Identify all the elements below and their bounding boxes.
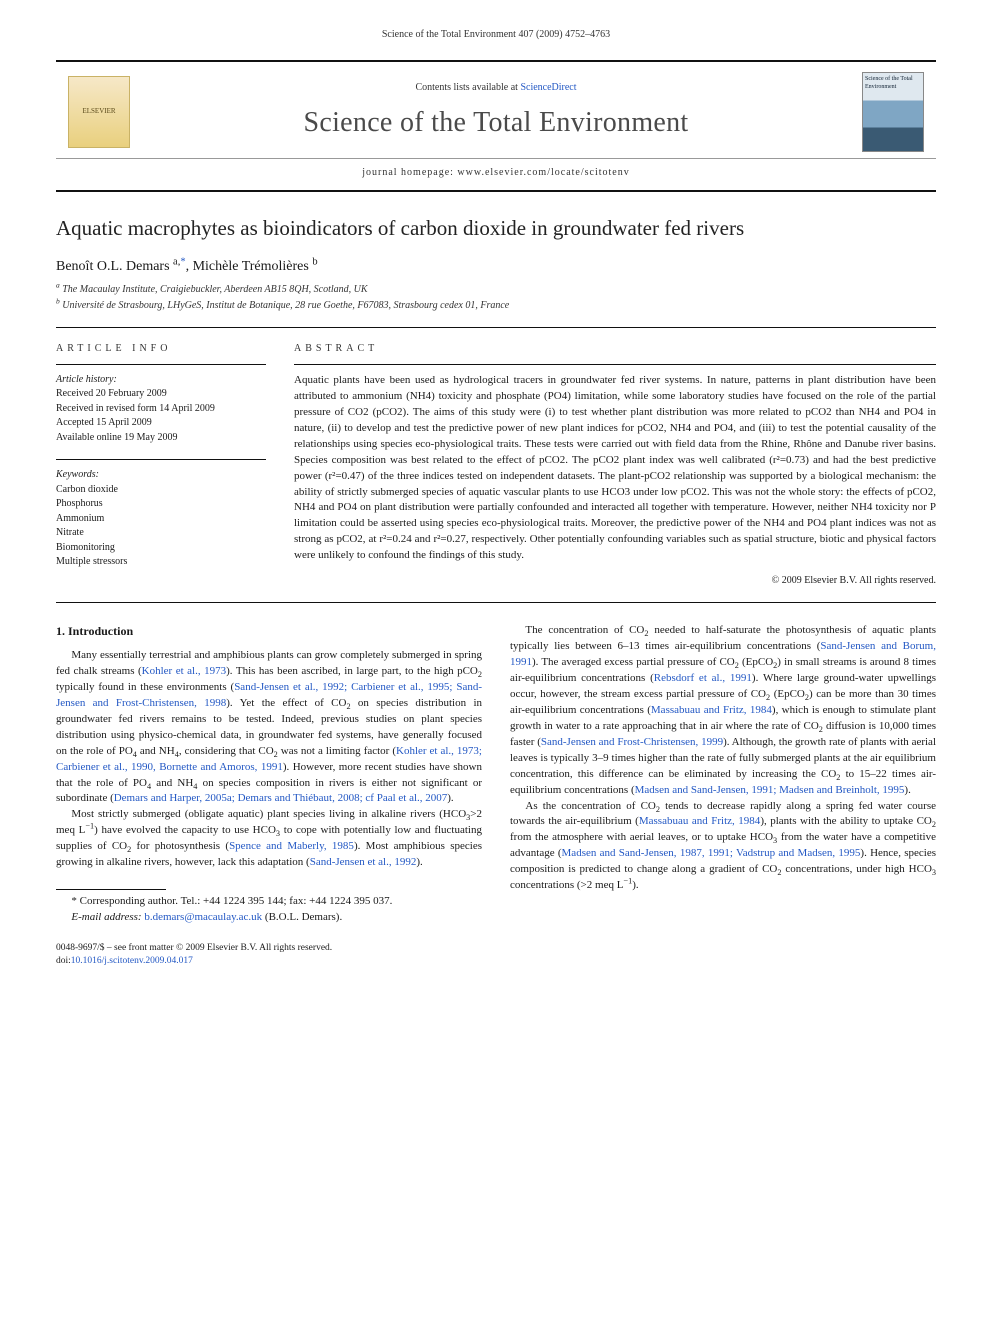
- doi-line: doi:10.1016/j.scitotenv.2009.04.017: [56, 955, 332, 968]
- ref-kohler-1973[interactable]: Kohler et al., 1973: [142, 665, 226, 677]
- history-revised: Received in revised form 14 April 2009: [56, 402, 266, 417]
- masthead-center: Contents lists available at ScienceDirec…: [142, 81, 850, 142]
- ref-spence-maberly-1985[interactable]: Spence and Maberly, 1985: [229, 840, 354, 852]
- ref-madsen-sandjensen-1991-etc[interactable]: Madsen and Sand-Jensen, 1991; Madsen and…: [635, 784, 905, 796]
- history-received: Received 20 February 2009: [56, 387, 266, 402]
- author-2-name: Michèle Trémolières: [193, 259, 309, 274]
- history-accepted: Accepted 15 April 2009: [56, 416, 266, 431]
- affil-a-text: The Macaulay Institute, Craigiebuckler, …: [62, 284, 367, 295]
- section-1-heading: 1. Introduction: [56, 623, 482, 640]
- article-info-column: article info Article history: Received 2…: [56, 342, 266, 588]
- email-label: E-mail address:: [71, 911, 144, 923]
- keyword-4: Nitrate: [56, 526, 266, 541]
- body-two-columns: 1. Introduction Many essentially terrest…: [56, 623, 936, 926]
- footnote-rule: [56, 889, 166, 890]
- corresponding-footnote: * Corresponding author. Tel.: +44 1224 3…: [56, 894, 482, 910]
- abstract-text: Aquatic plants have been used as hydrolo…: [294, 373, 936, 564]
- affiliation-a: a The Macaulay Institute, Craigiebuckler…: [56, 283, 936, 297]
- email-footnote: E-mail address: b.demars@macaulay.ac.uk …: [56, 910, 482, 926]
- email-suffix: (B.O.L. Demars).: [262, 911, 342, 923]
- abstract-heading: abstract: [294, 342, 936, 356]
- intro-para-1: Many essentially terrestrial and amphibi…: [56, 648, 482, 807]
- author-1: Benoît O.L. Demars a,*: [56, 259, 186, 274]
- elsevier-logo: ELSEVIER: [68, 76, 130, 148]
- affil-b-text: Université de Strasbourg, LHyGeS, Instit…: [62, 300, 509, 311]
- ref-sandjensen-frost-1999[interactable]: Sand-Jensen and Frost-Christensen, 1999: [541, 736, 723, 748]
- masthead: ELSEVIER Contents lists available at Sci…: [56, 60, 936, 192]
- affil-b-mark: b: [56, 297, 60, 306]
- article-info-heading: article info: [56, 342, 266, 356]
- intro-para-3: The concentration of CO2 needed to half-…: [510, 623, 936, 798]
- ref-rebsdorf-1991[interactable]: Rebsdorf et al., 1991: [654, 672, 752, 684]
- author-1-name: Benoît O.L. Demars: [56, 259, 170, 274]
- intro-para-2: Most strictly submerged (obligate aquati…: [56, 807, 482, 871]
- ref-massabuau-fritz-1984a[interactable]: Massabuau and Fritz, 1984: [651, 704, 772, 716]
- sciencedirect-link[interactable]: ScienceDirect: [520, 82, 576, 93]
- keyword-2: Phosphorus: [56, 497, 266, 512]
- article-title: Aquatic macrophytes as bioindicators of …: [56, 214, 936, 243]
- footer-left: 0048-9697/$ – see front matter © 2009 El…: [56, 942, 332, 969]
- ref-madsen-sandjensen-1987-etc[interactable]: Madsen and Sand-Jensen, 1987, 1991; Vads…: [562, 847, 861, 859]
- page-footer: 0048-9697/$ – see front matter © 2009 El…: [56, 942, 936, 969]
- abstract-copyright: © 2009 Elsevier B.V. All rights reserved…: [294, 574, 936, 588]
- author-2: Michèle Trémolières b: [193, 259, 318, 274]
- intro-para-4: As the concentration of CO2 tends to dec…: [510, 799, 936, 895]
- journal-cover-thumbnail: Science of the Total Environment: [862, 72, 924, 152]
- rule-above-abstract: [56, 327, 936, 328]
- author-list: Benoît O.L. Demars a,*, Michèle Trémoliè…: [56, 257, 936, 277]
- contents-line: Contents lists available at ScienceDirec…: [142, 81, 850, 95]
- author-email-link[interactable]: b.demars@macaulay.ac.uk: [144, 911, 262, 923]
- keywords-block: Keywords: Carbon dioxide Phosphorus Ammo…: [56, 468, 266, 570]
- history-online: Available online 19 May 2009: [56, 431, 266, 446]
- author-2-aff: b: [312, 257, 317, 268]
- journal-homepage: journal homepage: www.elsevier.com/locat…: [362, 167, 630, 178]
- keyword-5: Biomonitoring: [56, 541, 266, 556]
- ref-sandjensen-1992b[interactable]: Sand-Jensen et al., 1992: [310, 856, 417, 868]
- journal-title: Science of the Total Environment: [142, 103, 850, 142]
- info-abstract-row: article info Article history: Received 2…: [56, 342, 936, 588]
- running-head: Science of the Total Environment 407 (20…: [56, 28, 936, 42]
- keyword-3: Ammonium: [56, 512, 266, 527]
- contents-prefix: Contents lists available at: [415, 82, 520, 93]
- history-label: Article history:: [56, 373, 266, 388]
- rule-below-abstract: [56, 602, 936, 603]
- keyword-6: Multiple stressors: [56, 555, 266, 570]
- masthead-bottom: journal homepage: www.elsevier.com/locat…: [56, 159, 936, 190]
- author-joiner: ,: [186, 259, 193, 274]
- affil-a-mark: a: [56, 281, 60, 290]
- keyword-1: Carbon dioxide: [56, 483, 266, 498]
- masthead-top: ELSEVIER Contents lists available at Sci…: [56, 62, 936, 159]
- ref-demars-harper-etc[interactable]: Demars and Harper, 2005a; Demars and Thi…: [114, 792, 448, 804]
- abstract-column: abstract Aquatic plants have been used a…: [294, 342, 936, 588]
- keywords-label: Keywords:: [56, 468, 266, 483]
- ref-massabuau-fritz-1984b[interactable]: Massabuau and Fritz, 1984: [639, 815, 760, 827]
- front-matter-line: 0048-9697/$ – see front matter © 2009 El…: [56, 942, 332, 955]
- doi-link[interactable]: 10.1016/j.scitotenv.2009.04.017: [71, 956, 193, 966]
- affiliation-b: b Université de Strasbourg, LHyGeS, Inst…: [56, 299, 936, 313]
- article-history: Article history: Received 20 February 20…: [56, 373, 266, 446]
